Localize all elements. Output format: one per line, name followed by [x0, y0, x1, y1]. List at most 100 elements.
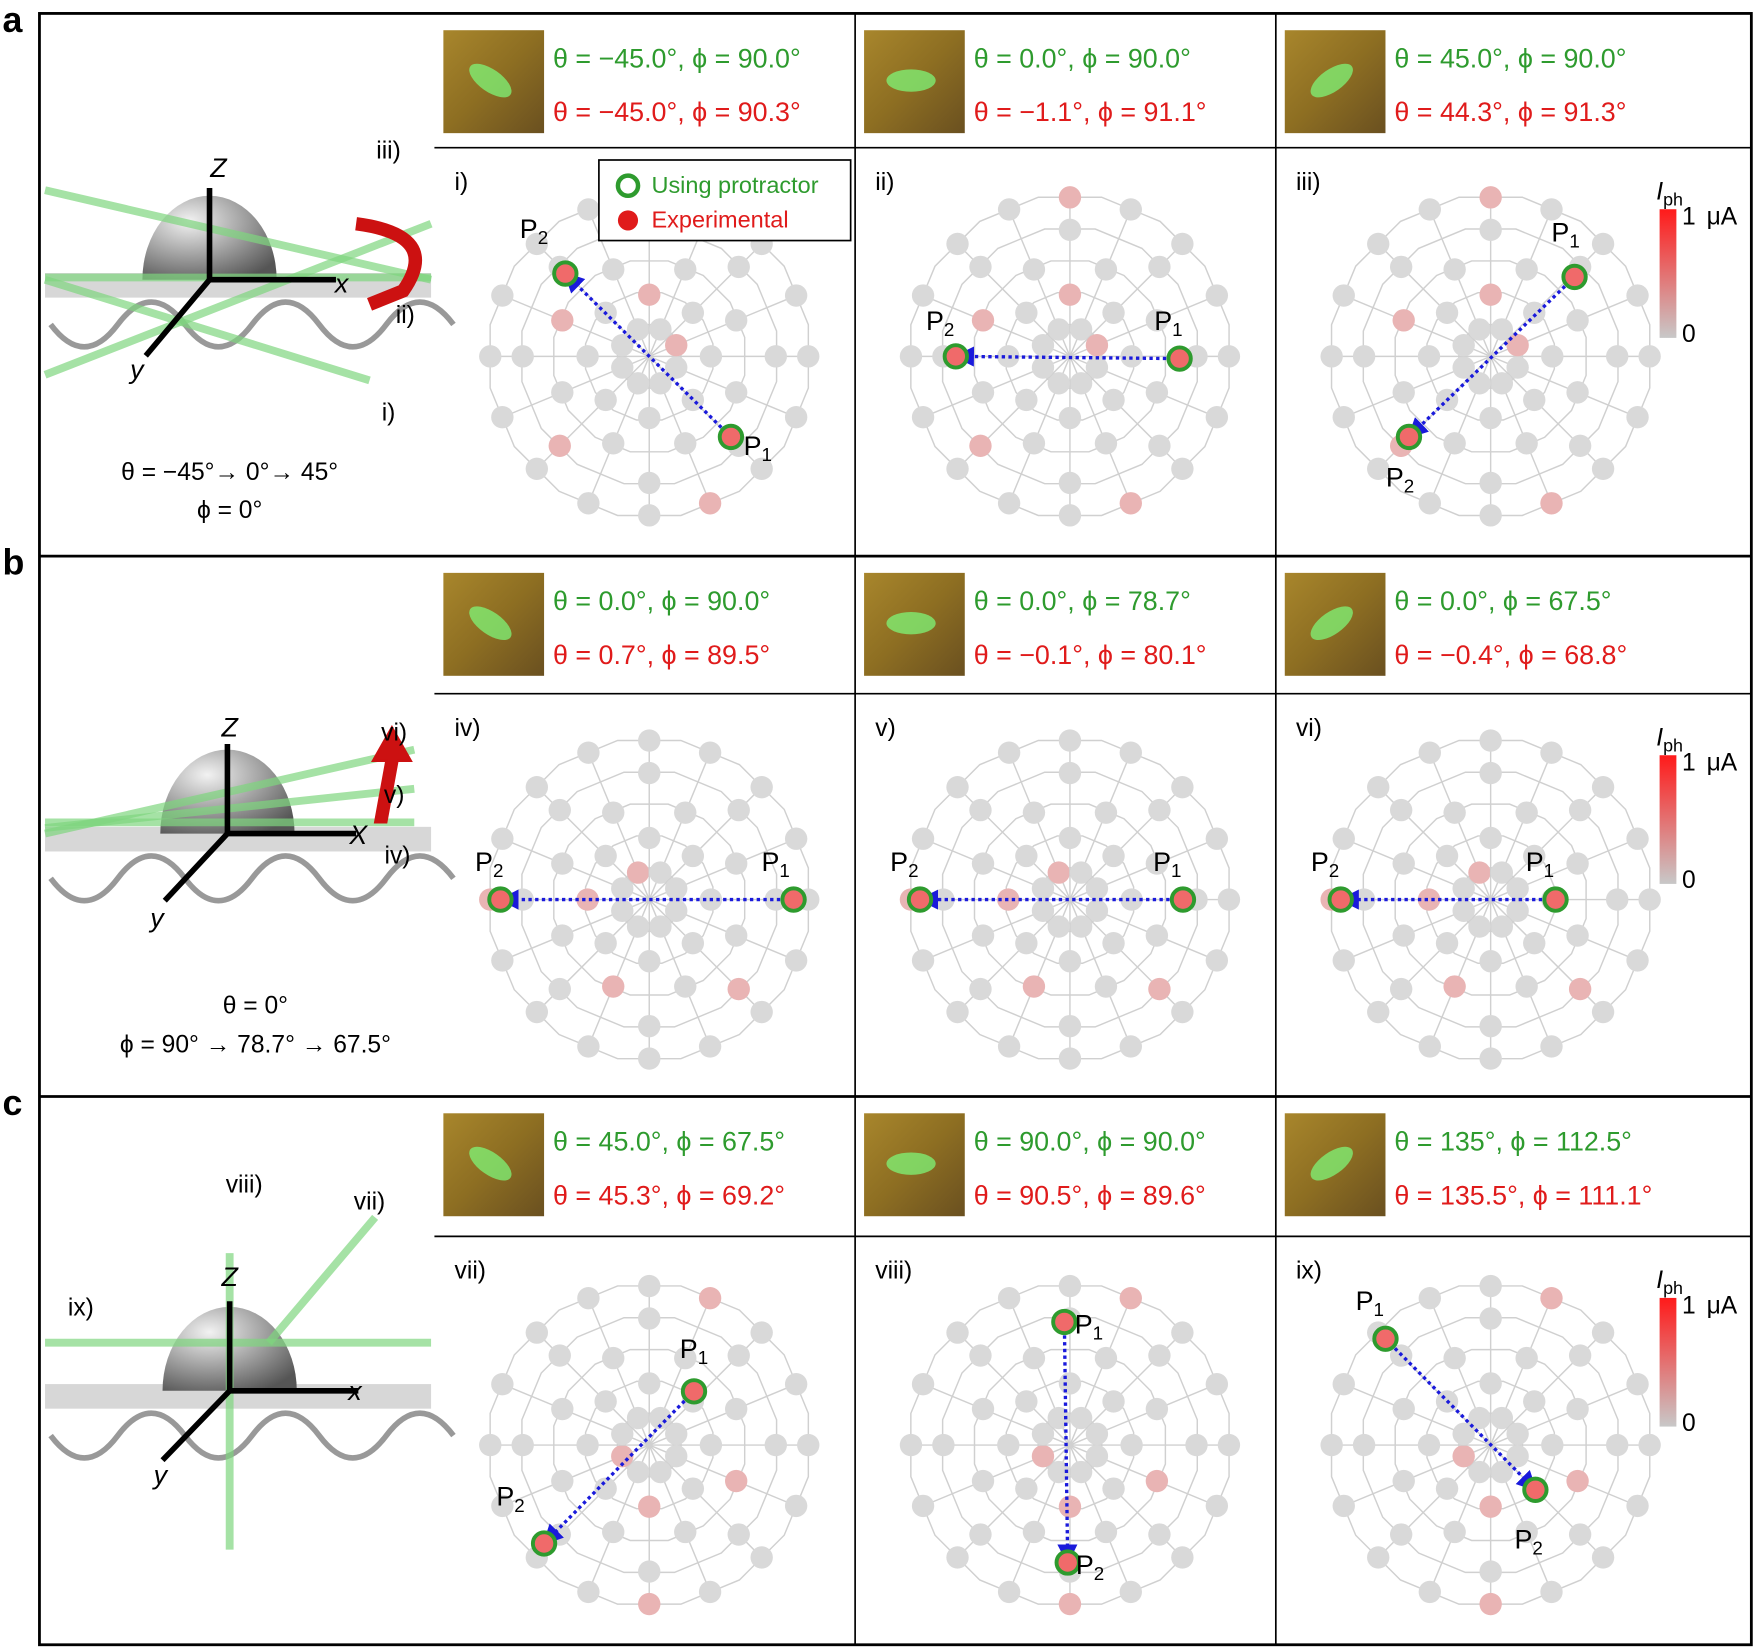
pixel-dot [932, 1433, 955, 1457]
beam-label: i) [382, 399, 396, 426]
pixel-dot [1606, 345, 1629, 368]
pixel-dot [1541, 1433, 1564, 1457]
label-sub: 1 [1172, 319, 1182, 340]
protractor-point [1327, 886, 1354, 913]
pixel-dot [1540, 198, 1563, 221]
pixel-dot [1145, 1469, 1169, 1493]
plot-label: viii) [875, 1258, 912, 1285]
pixel-dot [1389, 977, 1413, 1001]
pixel-dot [1085, 1445, 1109, 1468]
colorbar-max: 1 [1682, 750, 1696, 777]
pixel-dot [1468, 861, 1491, 884]
protractor-point [1561, 263, 1588, 291]
pixel-dot [932, 888, 955, 911]
pixel-dot [1145, 309, 1169, 332]
pixel-dot [1389, 798, 1413, 822]
pixel-dot [1352, 345, 1376, 368]
pixel-dot [1515, 432, 1538, 455]
pixel-dot [1102, 301, 1125, 324]
legend-text: Using protractor [651, 172, 818, 198]
point-label: P1 [1153, 847, 1181, 881]
trajectory-arrow [1407, 275, 1576, 439]
experimental-point [1054, 1311, 1075, 1333]
pixel-dot [649, 915, 672, 938]
pixel-dot [525, 232, 549, 256]
symbol: I [1656, 724, 1663, 751]
pixel-dot [764, 888, 787, 911]
label-sub: 1 [1093, 1322, 1103, 1343]
pixel-dot [1591, 1321, 1615, 1344]
pixel-dot [1119, 492, 1142, 515]
pixel-dot [1320, 1433, 1343, 1457]
label-main: P [680, 1334, 698, 1364]
pixel-dot [698, 492, 722, 515]
pixel-dot [1479, 1372, 1502, 1395]
experimental-point [555, 263, 576, 284]
pixel-dot [638, 826, 661, 850]
pixel-dot [1205, 949, 1229, 972]
pixel-dot [1119, 198, 1142, 221]
pixel-dot [750, 1000, 773, 1024]
pixel-dot [649, 1406, 672, 1430]
pixel-dot [674, 432, 697, 455]
pixel-dot [1145, 381, 1169, 404]
pixel-dot [784, 1373, 808, 1396]
caption: θ = 0° [223, 992, 288, 1019]
pixel-dot [1022, 1346, 1046, 1370]
label-main: P [1311, 847, 1329, 877]
pixel-dot [1626, 1494, 1649, 1518]
pixel-dot [576, 1433, 599, 1457]
pixel-dot [971, 1469, 995, 1493]
pixel-dot [1119, 1580, 1142, 1604]
pixel-dot [1085, 334, 1109, 357]
pixel-dot [1540, 492, 1563, 515]
pixel-dot [971, 381, 995, 404]
thumbnail-glow [1310, 1146, 1353, 1181]
plot-label: vii) [455, 1258, 486, 1285]
pixel-dot [1638, 1433, 1661, 1457]
pixel-dot [1069, 915, 1093, 938]
pixel-dot [551, 852, 574, 875]
pixel-dot [1479, 504, 1502, 527]
pixel-dot [1085, 1422, 1109, 1446]
pixel-dot [997, 741, 1021, 764]
pixel-dot [698, 1035, 722, 1058]
pixel-dot [551, 309, 574, 332]
thumbnail-glow [469, 606, 512, 641]
pixel-dot [724, 381, 748, 404]
pixel-dot [784, 284, 808, 307]
pixel-dot [1031, 1422, 1055, 1446]
pixel-dot [997, 492, 1021, 515]
pixel-dot [1452, 334, 1475, 357]
pixel-dot [1443, 1520, 1466, 1544]
label-sub: 2 [1532, 1537, 1542, 1558]
pixel-dot [1435, 931, 1459, 955]
pixel-dot [1069, 1406, 1093, 1430]
pixel-dot [674, 1346, 697, 1370]
pixel-dot [1479, 729, 1502, 752]
pixel-dot [1058, 186, 1082, 209]
pixel-dot [1490, 915, 1514, 938]
beam-label: viii) [226, 1172, 263, 1199]
colorbar-unit: μA [1707, 750, 1738, 777]
polar-spoke [954, 1329, 1071, 1446]
pixel-dot [1022, 1520, 1046, 1544]
label-sub: 1 [1569, 230, 1579, 251]
pixel-dot [1626, 827, 1649, 850]
colorbar [1659, 755, 1677, 884]
experimental-angles: θ = 0.7°, ϕ = 89.5° [553, 640, 770, 670]
pixel-dot [1540, 741, 1563, 764]
pixel-dot [1069, 318, 1093, 341]
pixel-dot [577, 1035, 600, 1058]
pixel-dot [1468, 915, 1491, 938]
protractor-angles: θ = 45.0°, ϕ = 67.5° [553, 1127, 785, 1157]
pixel-dot [1085, 877, 1109, 900]
pixel-dot [491, 827, 514, 850]
pixel-dot [1145, 924, 1169, 947]
pixel-dot [1047, 861, 1070, 884]
pixel-dot [1490, 318, 1514, 341]
pixel-dot [1171, 232, 1194, 256]
pixel-dot [911, 284, 935, 307]
pixel-dot [911, 1373, 935, 1396]
